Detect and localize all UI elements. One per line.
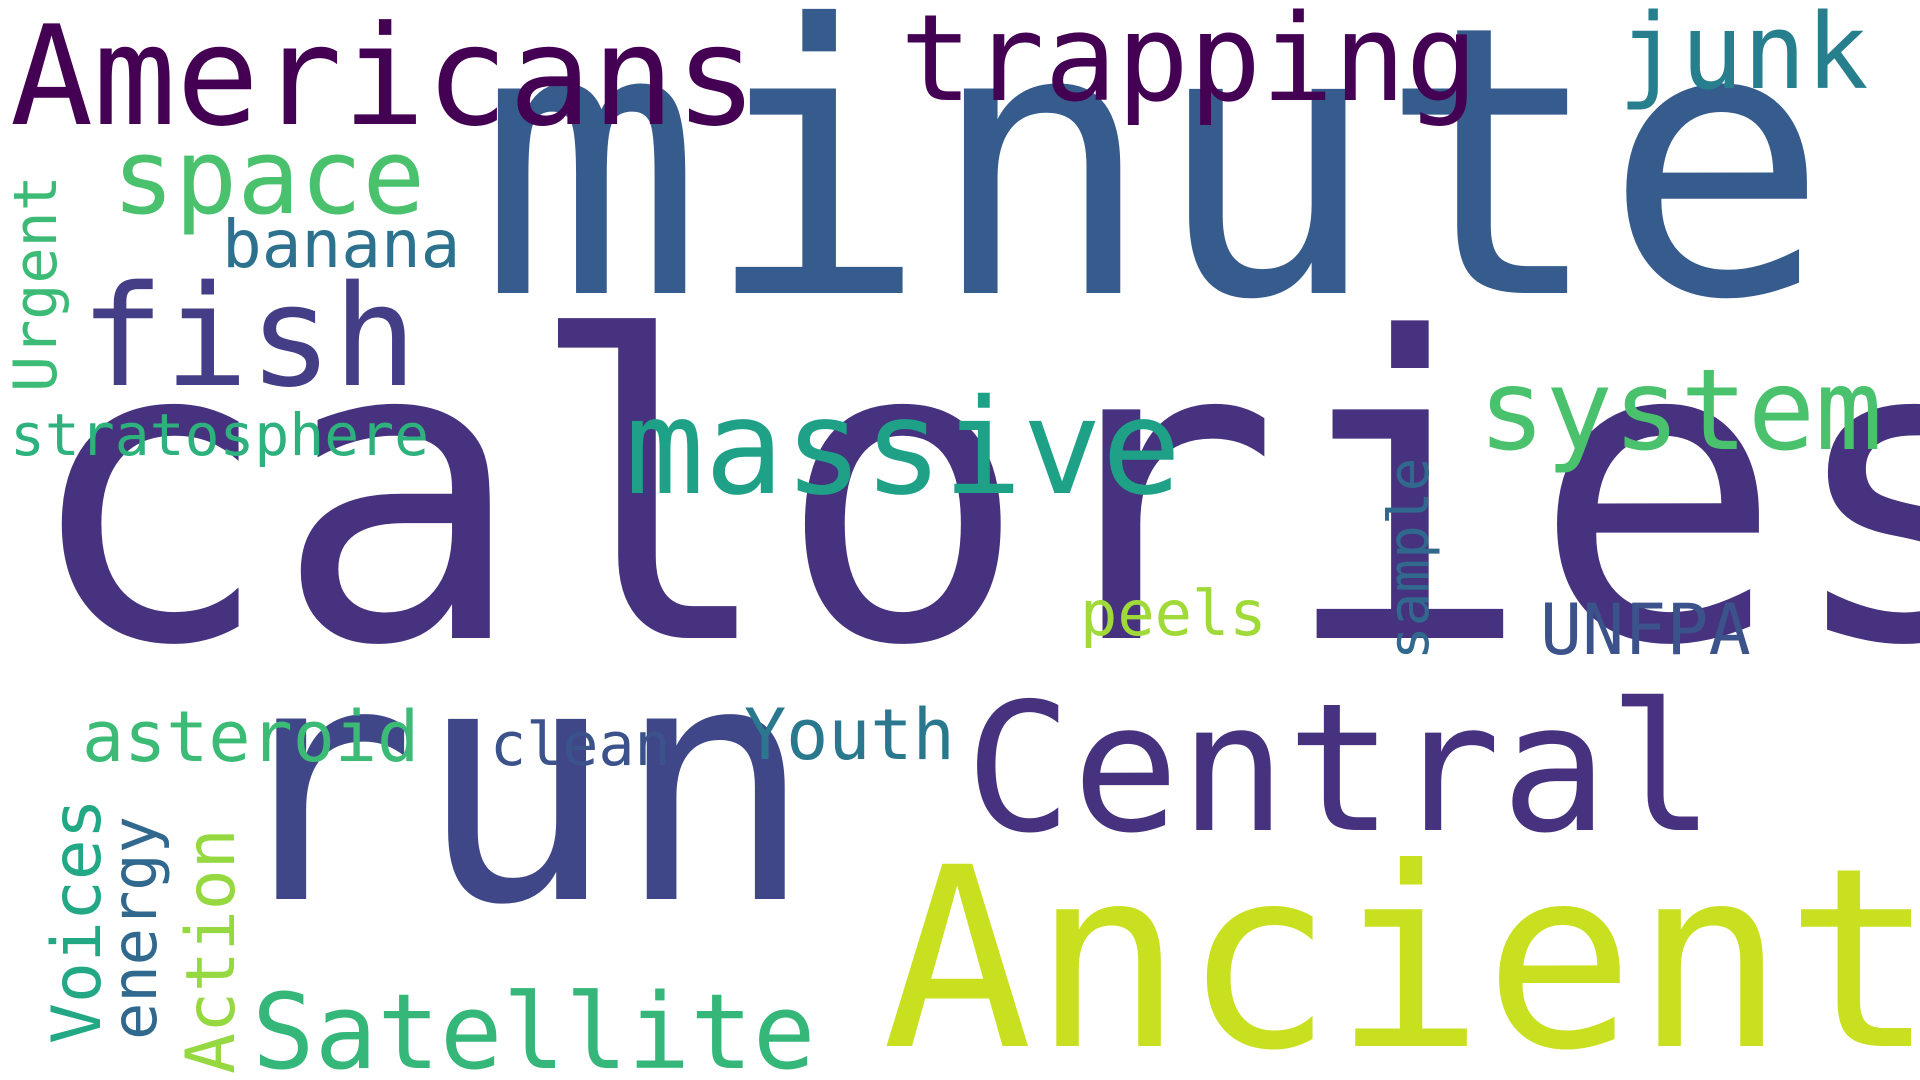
word-banana: banana [222,206,461,283]
word-system: system [1478,346,1883,476]
word-peels: peels [1080,577,1267,650]
word-energy: energy [98,816,171,1040]
word-space: space [112,116,426,238]
word-clean: clean [490,710,671,780]
word-urgent: Urgent [1,175,71,392]
word-run: run [218,593,815,977]
word-junk: junk [1618,0,1869,113]
word-unfpa: UNFPA [1540,589,1751,671]
word-fish: fish [80,256,418,419]
word-action: Action [172,828,251,1074]
word-asteroid: asteroid [82,696,420,778]
word-youth: Youth [744,694,955,776]
word-minute: minute [478,0,1830,382]
word-americans: Americans [10,0,758,157]
word-central: Central [965,665,1716,872]
word-satellite: Satellite [252,971,816,1080]
word-sample: sample [1377,457,1442,660]
word-stratosphere: stratosphere [10,401,430,469]
word-calories: calories [22,250,1920,737]
word-massive: massive [625,371,1182,525]
word-ancient: Ancient [882,814,1920,1080]
word-trapping: trapping [900,0,1478,129]
